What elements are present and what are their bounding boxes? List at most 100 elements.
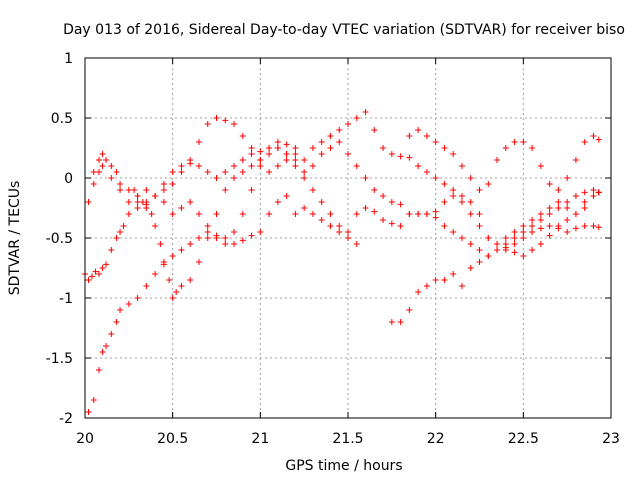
data-point bbox=[520, 229, 527, 235]
data-point bbox=[537, 241, 544, 247]
data-point bbox=[117, 229, 124, 235]
data-point bbox=[239, 211, 246, 217]
data-point bbox=[415, 211, 422, 217]
data-point bbox=[564, 175, 571, 181]
series-s7 bbox=[85, 139, 299, 211]
data-point bbox=[406, 154, 413, 161]
data-point bbox=[371, 208, 378, 215]
data-point bbox=[274, 145, 281, 151]
data-point bbox=[397, 153, 404, 160]
data-point bbox=[564, 199, 571, 205]
data-point bbox=[555, 205, 562, 211]
data-point bbox=[204, 223, 211, 229]
data-point bbox=[564, 229, 571, 235]
data-point bbox=[581, 189, 588, 196]
data-point bbox=[458, 163, 465, 169]
data-point bbox=[485, 253, 492, 259]
data-point bbox=[103, 261, 110, 268]
data-point bbox=[266, 169, 273, 175]
data-point bbox=[108, 247, 115, 253]
data-point bbox=[169, 253, 176, 259]
data-point bbox=[458, 193, 465, 199]
data-point bbox=[108, 175, 115, 181]
data-point bbox=[318, 199, 325, 205]
data-point bbox=[248, 163, 255, 169]
data-point bbox=[152, 271, 159, 277]
data-point bbox=[380, 217, 387, 223]
data-point bbox=[353, 115, 360, 121]
x-tick-label: 22.5 bbox=[508, 431, 539, 447]
data-point bbox=[353, 211, 360, 217]
y-tick-label: -1.5 bbox=[46, 351, 73, 367]
data-point bbox=[222, 117, 229, 124]
data-point bbox=[476, 187, 483, 193]
data-point bbox=[90, 397, 97, 403]
data-point bbox=[213, 175, 220, 181]
data-point bbox=[96, 271, 103, 277]
data-point bbox=[283, 151, 290, 157]
data-point bbox=[415, 163, 422, 169]
data-point bbox=[195, 211, 202, 217]
data-point bbox=[502, 241, 509, 247]
data-point bbox=[529, 145, 536, 151]
data-point bbox=[537, 211, 544, 217]
data-point bbox=[336, 139, 343, 145]
chart-title: Day 013 of 2016, Sidereal Day-to-day VTE… bbox=[63, 22, 625, 38]
data-point bbox=[257, 229, 264, 235]
data-point bbox=[117, 181, 124, 187]
data-point bbox=[222, 187, 229, 193]
data-point bbox=[388, 151, 395, 157]
data-point bbox=[520, 139, 527, 145]
data-point bbox=[432, 277, 439, 283]
data-point bbox=[239, 237, 246, 244]
data-points bbox=[82, 109, 602, 415]
data-point bbox=[248, 187, 255, 193]
y-tick-label: 0.5 bbox=[51, 111, 73, 127]
data-point bbox=[423, 133, 430, 139]
data-point bbox=[406, 211, 413, 217]
data-point bbox=[595, 136, 602, 143]
data-point bbox=[590, 223, 597, 229]
data-point bbox=[546, 181, 553, 187]
data-point bbox=[239, 157, 246, 163]
data-point bbox=[99, 265, 106, 271]
data-point bbox=[266, 145, 273, 151]
data-point bbox=[595, 189, 602, 196]
data-point bbox=[476, 211, 483, 217]
data-point bbox=[283, 157, 290, 163]
data-point bbox=[529, 247, 536, 253]
data-point bbox=[99, 163, 106, 169]
data-point bbox=[248, 145, 255, 151]
data-point bbox=[581, 139, 588, 145]
data-point bbox=[117, 187, 124, 193]
data-point bbox=[134, 205, 141, 211]
data-point bbox=[160, 181, 167, 187]
data-point bbox=[108, 331, 115, 337]
data-point bbox=[555, 223, 562, 229]
data-point bbox=[362, 175, 369, 181]
data-point bbox=[99, 349, 106, 355]
data-point bbox=[204, 121, 211, 127]
data-point bbox=[564, 205, 571, 211]
data-point bbox=[432, 208, 439, 215]
data-point bbox=[494, 157, 501, 163]
data-point bbox=[467, 211, 474, 217]
data-point bbox=[441, 277, 448, 283]
data-point bbox=[502, 145, 509, 151]
data-point bbox=[581, 199, 588, 205]
data-point bbox=[96, 169, 103, 175]
data-point bbox=[85, 199, 92, 205]
data-point bbox=[143, 205, 150, 211]
data-point bbox=[85, 409, 92, 415]
data-point bbox=[415, 127, 422, 133]
data-point bbox=[581, 205, 588, 211]
data-point bbox=[274, 199, 281, 205]
data-point bbox=[231, 163, 238, 169]
data-point bbox=[388, 220, 395, 227]
data-point bbox=[555, 187, 562, 193]
series-s2 bbox=[82, 109, 602, 283]
data-point bbox=[345, 235, 351, 241]
data-point bbox=[187, 199, 194, 205]
data-point bbox=[178, 283, 185, 289]
data-point bbox=[458, 199, 465, 205]
